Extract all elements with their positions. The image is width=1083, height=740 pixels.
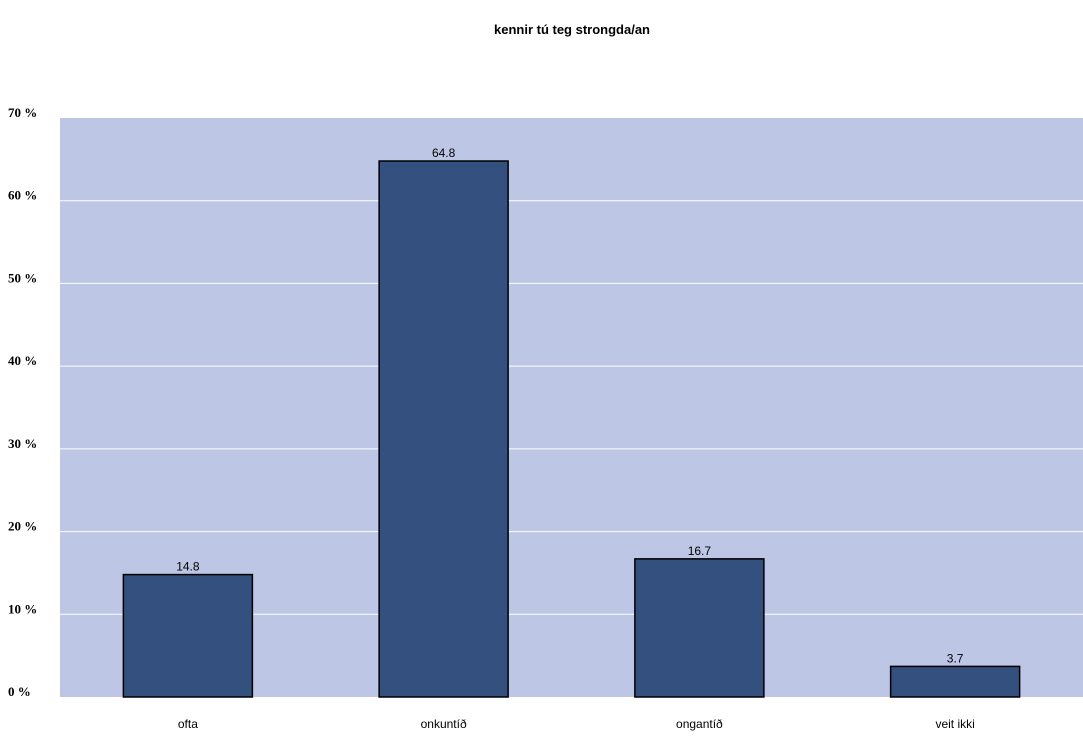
y-tick-label: 0 % (8, 684, 31, 699)
y-tick-label: 50 % (8, 270, 37, 285)
chart-title: kennir tú teg strongda/an (494, 22, 650, 37)
y-tick-label: 70 % (8, 105, 37, 120)
data-label: 64.8 (432, 146, 456, 160)
data-label: 14.8 (176, 560, 200, 574)
x-tick-label: veit ikki (935, 717, 974, 731)
data-labels: 14.8 64.8 16.7 3.7 (176, 146, 964, 665)
bar-3 (889, 665, 1021, 698)
bars (122, 160, 1021, 698)
bar-1 (378, 160, 509, 698)
data-label: 16.7 (688, 544, 712, 558)
y-axis-ticks: 0 % 10 % 20 % 30 % 40 % 50 % 60 % 70 % (8, 105, 37, 699)
y-tick-label: 20 % (8, 519, 37, 534)
x-tick-label: ofta (178, 717, 198, 731)
y-tick-label: 30 % (8, 436, 37, 451)
x-tick-label: onkuntíð (421, 717, 467, 731)
x-axis-ticks: ofta onkuntíð ongantíð veit ikki (178, 717, 975, 731)
data-label: 3.7 (947, 651, 964, 665)
bar-0 (122, 573, 254, 698)
bar-2 (634, 558, 765, 698)
y-tick-label: 10 % (8, 601, 37, 616)
x-tick-label: ongantíð (676, 717, 723, 731)
y-tick-label: 60 % (8, 188, 37, 203)
y-tick-label: 40 % (8, 353, 37, 368)
